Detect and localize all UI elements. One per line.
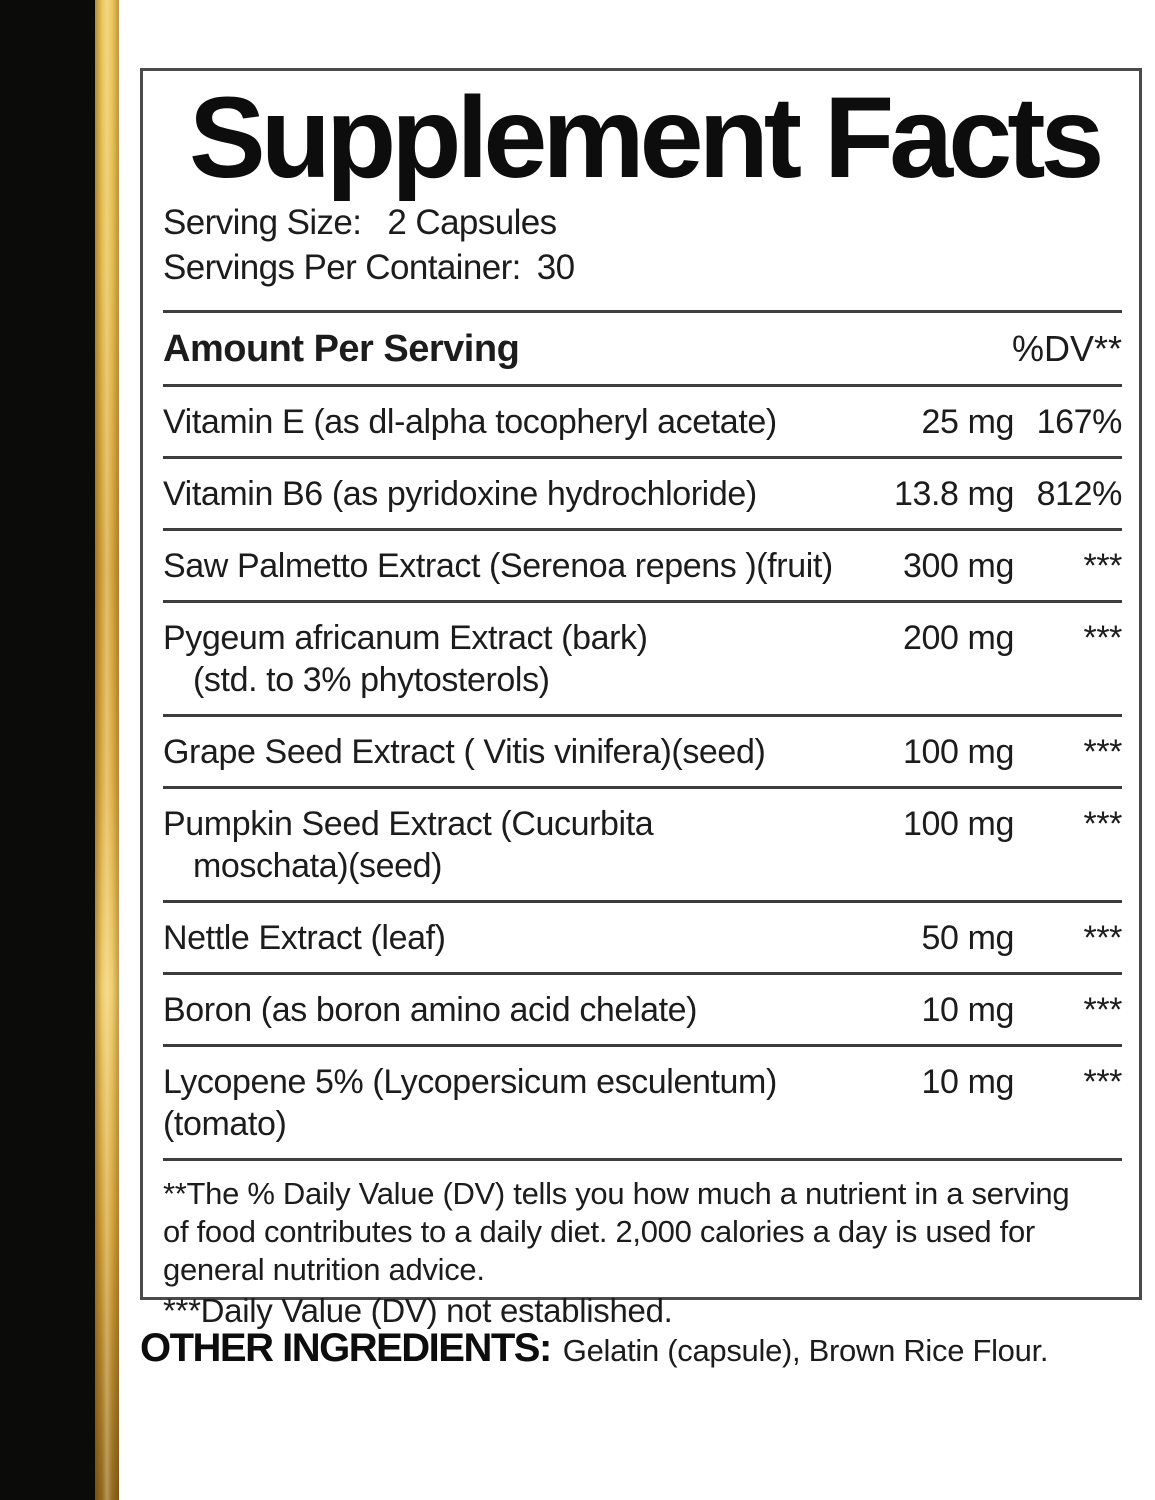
other-ingredients-line: OTHER INGREDIENTS: Gelatin (capsule), Br… xyxy=(140,1326,1049,1371)
ingredient-name: Lycopene 5% (Lycopersicum esculentum)(to… xyxy=(163,1063,777,1143)
supplement-facts-panel: Supplement Facts Serving Size: 2 Capsules… xyxy=(140,68,1142,1329)
gold-stripe xyxy=(95,0,119,1500)
divider xyxy=(163,972,1122,975)
amount-per-serving-header: Amount Per Serving xyxy=(163,328,520,370)
ingredient-amount: 50 mg xyxy=(921,919,1015,957)
ingredient-name: Pygeum africanum Extract (bark) (std. to … xyxy=(163,619,648,699)
footnote-line: **The % Daily Value (DV) tells you how m… xyxy=(163,1176,1070,1211)
ingredient-dv: *** xyxy=(1083,733,1123,771)
serving-size-line: Serving Size: 2 Capsules xyxy=(163,200,1122,245)
ingredient-amount: 25 mg xyxy=(921,403,1015,441)
ingredient-row: Boron (as boron amino acid chelate) 10 mg… xyxy=(163,975,1122,1044)
ingredient-dv: *** xyxy=(1083,547,1123,585)
ingredient-amount: 10 mg xyxy=(921,991,1015,1029)
ingredient-row: Grape Seed Extract ( Vitis vinifera)(see… xyxy=(163,717,1122,786)
ingredient-dv: 812% xyxy=(1036,475,1123,513)
ingredient-amount: 13.8 mg xyxy=(893,475,1014,513)
divider xyxy=(163,528,1122,531)
ingredient-amount: 100 mg xyxy=(902,805,1014,843)
ingredient-row: Lycopene 5% (Lycopersicum esculentum)(to… xyxy=(163,1047,1122,1158)
servings-per-container-value: 30 xyxy=(536,248,575,287)
divider xyxy=(163,456,1122,459)
divider xyxy=(163,310,1122,313)
panel-title: Supplement Facts xyxy=(189,74,1104,202)
divider xyxy=(163,786,1122,789)
divider xyxy=(163,1044,1122,1047)
ingredient-amount: 100 mg xyxy=(902,733,1014,771)
ingredient-rows: Vitamin E (as dl-alpha tocopheryl acetat… xyxy=(163,387,1122,1161)
ingredient-amount: 300 mg xyxy=(902,547,1014,585)
other-ingredients-label: OTHER INGREDIENTS: xyxy=(140,1326,552,1370)
ingredient-name: Vitamin B6 (as pyridoxine hydrochloride) xyxy=(163,475,757,513)
serving-size-value: 2 Capsules xyxy=(387,203,557,242)
divider xyxy=(163,714,1122,717)
servings-per-container-label: Servings Per Container: xyxy=(163,248,521,287)
divider xyxy=(163,1158,1122,1161)
ingredient-row: Nettle Extract (leaf) 50 mg *** xyxy=(163,903,1122,972)
ingredient-name: Pumpkin Seed Extract (Cucurbita moschata)… xyxy=(163,805,654,885)
ingredient-row: Vitamin E (as dl-alpha tocopheryl acetat… xyxy=(163,387,1122,456)
ingredient-dv: *** xyxy=(1083,919,1123,957)
other-ingredients-value: Gelatin (capsule), Brown Rice Flour. xyxy=(562,1333,1049,1368)
ingredient-dv: *** xyxy=(1083,619,1123,657)
ingredient-dv: *** xyxy=(1083,991,1123,1029)
ingredient-name: Nettle Extract (leaf) xyxy=(163,919,446,957)
ingredient-row: Saw Palmetto Extract (Serenoa repens )(f… xyxy=(163,531,1122,600)
ingredient-dv: *** xyxy=(1083,805,1123,843)
ingredient-row: Vitamin B6 (as pyridoxine hydrochloride)… xyxy=(163,459,1122,528)
divider xyxy=(163,900,1122,903)
footnote-line: general nutrition advice. xyxy=(163,1252,485,1287)
footnote-line: ***Daily Value (DV) not established. xyxy=(163,1292,673,1329)
package-black-band xyxy=(0,0,95,1500)
footnote-line: of food contributes to a daily diet. 2,0… xyxy=(163,1214,1035,1249)
serving-size-label: Serving Size: xyxy=(163,203,362,242)
ingredient-name: Boron (as boron amino acid chelate) xyxy=(163,991,698,1029)
ingredient-dv: 167% xyxy=(1036,403,1123,441)
footnotes: **The % Daily Value (DV) tells you how m… xyxy=(163,1175,1122,1331)
ingredient-amount: 200 mg xyxy=(902,619,1014,657)
ingredient-row: Pumpkin Seed Extract (Cucurbita moschata)… xyxy=(163,789,1122,900)
ingredient-name: Grape Seed Extract ( Vitis vinifera)(see… xyxy=(163,733,766,771)
amount-header-row: Amount Per Serving %DV** xyxy=(163,313,1122,384)
ingredient-name: Vitamin E (as dl-alpha tocopheryl acetat… xyxy=(163,403,777,441)
ingredient-name: Saw Palmetto Extract (Serenoa repens )(f… xyxy=(163,547,833,585)
divider xyxy=(163,600,1122,603)
dv-header: %DV** xyxy=(1011,328,1122,369)
ingredient-amount: 10 mg xyxy=(921,1063,1015,1101)
ingredient-row: Pygeum africanum Extract (bark) (std. to … xyxy=(163,603,1122,714)
servings-per-container-line: Servings Per Container: 30 xyxy=(163,245,1122,290)
ingredient-dv: *** xyxy=(1083,1063,1123,1101)
divider xyxy=(163,384,1122,387)
